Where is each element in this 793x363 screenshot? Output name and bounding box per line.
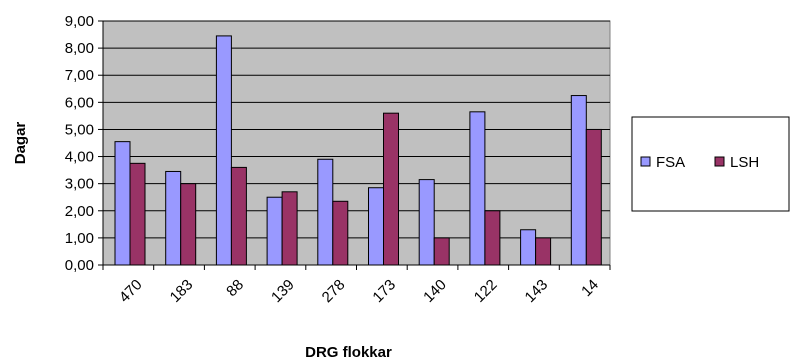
x-tick-label: 139 bbox=[268, 276, 298, 306]
y-tick-label: 4,00 bbox=[65, 149, 94, 166]
x-tick-label: 173 bbox=[369, 276, 399, 306]
bar-lsh-183 bbox=[180, 183, 197, 266]
x-tick-label: 470 bbox=[116, 276, 146, 306]
y-tick-label: 2,00 bbox=[65, 203, 94, 220]
x-tick-label: 14 bbox=[578, 276, 602, 300]
bar-fsa-14 bbox=[570, 95, 587, 266]
y-tick-label: 9,00 bbox=[65, 13, 94, 30]
bar-lsh-143 bbox=[535, 237, 552, 266]
bar-lsh-278 bbox=[332, 200, 349, 266]
bar-lsh-173 bbox=[383, 112, 399, 266]
legend-label-fsa: FSA bbox=[656, 154, 685, 171]
legend-swatch-lsh bbox=[714, 156, 725, 167]
bar-lsh-88 bbox=[230, 166, 247, 266]
y-tick-labels: 0,00 1,00 2,00 3,00 4,00 5,00 6,00 7,00 8,00 9,00 bbox=[65, 13, 103, 274]
y-tick-label: 1,00 bbox=[65, 230, 94, 247]
y-tick-label: 5,00 bbox=[65, 121, 94, 138]
x-tick-label: 88 bbox=[223, 276, 247, 300]
y-tick-label: 7,00 bbox=[65, 67, 94, 84]
bar-fsa-470 bbox=[114, 141, 131, 266]
bar-fsa-122 bbox=[469, 111, 486, 266]
bar-fsa-140 bbox=[418, 179, 435, 266]
bars bbox=[114, 35, 602, 266]
x-tick-label: 140 bbox=[420, 276, 450, 306]
bar-lsh-470 bbox=[129, 162, 146, 266]
legend: FSA LSH bbox=[631, 116, 790, 212]
bar-lsh-14 bbox=[585, 128, 602, 266]
y-tick-label: 6,00 bbox=[65, 94, 94, 111]
axes bbox=[102, 21, 611, 270]
bar-lsh-140 bbox=[433, 237, 450, 266]
bar-fsa-143 bbox=[520, 229, 537, 266]
x-axis-title: DRG flokkar bbox=[305, 344, 392, 361]
bar-fsa-183 bbox=[165, 170, 182, 266]
bar-lsh-122 bbox=[484, 210, 501, 266]
bar-fsa-88 bbox=[215, 35, 232, 266]
y-tick-label: 0,00 bbox=[65, 257, 94, 274]
legend-box bbox=[631, 116, 790, 212]
legend-label-lsh: LSH bbox=[730, 154, 759, 171]
bar-fsa-278 bbox=[317, 158, 334, 266]
bar-lsh-139 bbox=[281, 191, 298, 266]
x-tick-label: 143 bbox=[522, 276, 552, 306]
y-axis-title: Dagar bbox=[12, 122, 29, 165]
x-tick-label: 278 bbox=[319, 276, 349, 306]
y-tick-label: 8,00 bbox=[65, 40, 94, 57]
bar-fsa-139 bbox=[266, 196, 283, 266]
y-tick-label: 3,00 bbox=[65, 176, 94, 193]
x-tick-labels: 470 183 88 139 278 173 140 122 143 14 bbox=[116, 276, 602, 306]
legend-swatch-fsa bbox=[640, 156, 651, 167]
x-tick-label: 122 bbox=[471, 276, 501, 306]
bar-fsa-173 bbox=[368, 187, 384, 266]
x-tick-label: 183 bbox=[167, 276, 197, 306]
